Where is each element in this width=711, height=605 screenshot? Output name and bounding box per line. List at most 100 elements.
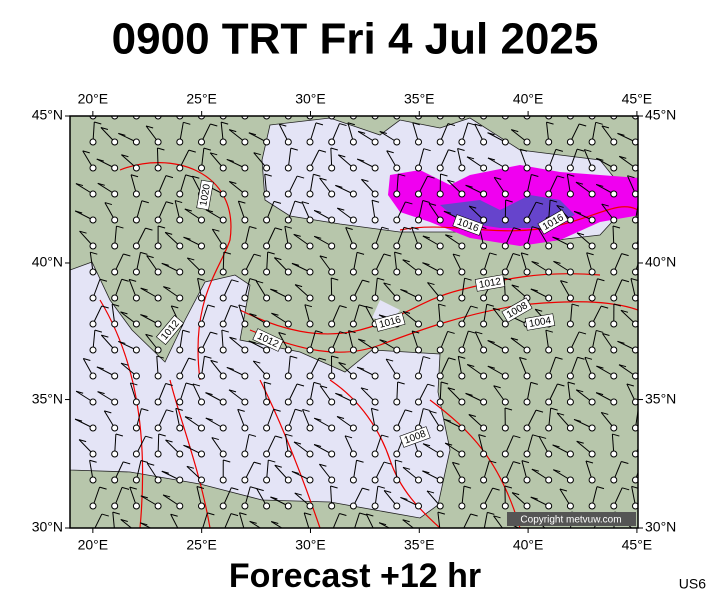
- station: [177, 425, 183, 431]
- station: [329, 477, 335, 483]
- station: [112, 503, 118, 509]
- station: [416, 191, 422, 197]
- station: [589, 477, 595, 483]
- station: [372, 503, 378, 509]
- station: [133, 399, 139, 405]
- lat-label: 40°N: [645, 254, 676, 270]
- station: [242, 373, 248, 379]
- station: [307, 217, 313, 223]
- station: [264, 373, 270, 379]
- station: [199, 425, 205, 431]
- station: [307, 243, 313, 249]
- barb: [141, 106, 159, 116]
- barb-flag: [642, 461, 649, 463]
- station: [524, 451, 530, 457]
- station: [481, 321, 487, 327]
- station: [416, 243, 422, 249]
- station: [394, 269, 400, 275]
- station: [307, 191, 313, 197]
- station: [329, 165, 335, 171]
- station: [285, 139, 291, 145]
- station: [394, 243, 400, 249]
- station: [524, 269, 530, 275]
- station: [394, 529, 400, 535]
- lat-label: 45°N: [645, 107, 676, 123]
- station: [611, 373, 617, 379]
- station: [177, 347, 183, 353]
- station: [307, 347, 313, 353]
- station: [611, 217, 617, 223]
- station: [459, 477, 465, 483]
- station: [567, 321, 573, 327]
- station: [307, 451, 313, 457]
- station: [437, 451, 443, 457]
- station: [329, 295, 335, 301]
- barb-flag: [439, 96, 446, 98]
- station: [329, 217, 335, 223]
- copyright: Copyright metvuw.com: [520, 515, 621, 526]
- station: [155, 347, 161, 353]
- station: [90, 295, 96, 301]
- station: [437, 295, 443, 301]
- station: [546, 373, 552, 379]
- station: [633, 529, 639, 535]
- station: [437, 243, 443, 249]
- station: [394, 425, 400, 431]
- station: [155, 503, 161, 509]
- station: [524, 529, 530, 535]
- station: [611, 529, 617, 535]
- station: [567, 191, 573, 197]
- station: [589, 451, 595, 457]
- station: [416, 217, 422, 223]
- station: [372, 295, 378, 301]
- station: [90, 191, 96, 197]
- lon-label: 20°E: [78, 91, 109, 107]
- station: [264, 347, 270, 353]
- station: [133, 243, 139, 249]
- station: [264, 399, 270, 405]
- station: [155, 295, 161, 301]
- station: [264, 139, 270, 145]
- station: [524, 191, 530, 197]
- station: [199, 269, 205, 275]
- station: [199, 477, 205, 483]
- barb-flag: [601, 98, 608, 100]
- station: [90, 165, 96, 171]
- station: [567, 165, 573, 171]
- station: [611, 451, 617, 457]
- station: [133, 425, 139, 431]
- barb-flag: [230, 97, 237, 99]
- station: [524, 243, 530, 249]
- station: [220, 373, 226, 379]
- station: [112, 373, 118, 379]
- station: [177, 451, 183, 457]
- barb: [249, 106, 266, 116]
- station: [502, 295, 508, 301]
- station: [264, 451, 270, 457]
- station: [437, 503, 443, 509]
- lon-label: 25°E: [186, 537, 217, 553]
- station: [199, 295, 205, 301]
- station: [133, 269, 139, 275]
- station: [546, 295, 552, 301]
- station: [372, 243, 378, 249]
- station: [220, 165, 226, 171]
- station: [133, 321, 139, 327]
- station: [524, 425, 530, 431]
- station: [177, 373, 183, 379]
- barb: [353, 97, 358, 116]
- station: [242, 269, 248, 275]
- station: [459, 165, 465, 171]
- station: [459, 139, 465, 145]
- station: [220, 399, 226, 405]
- station: [589, 139, 595, 145]
- station: [437, 321, 443, 327]
- station: [133, 477, 139, 483]
- station: [329, 399, 335, 405]
- station: [350, 165, 356, 171]
- station: [372, 399, 378, 405]
- station: [437, 191, 443, 197]
- barb: [493, 101, 506, 116]
- station: [416, 503, 422, 509]
- lat-label: 45°N: [32, 107, 63, 123]
